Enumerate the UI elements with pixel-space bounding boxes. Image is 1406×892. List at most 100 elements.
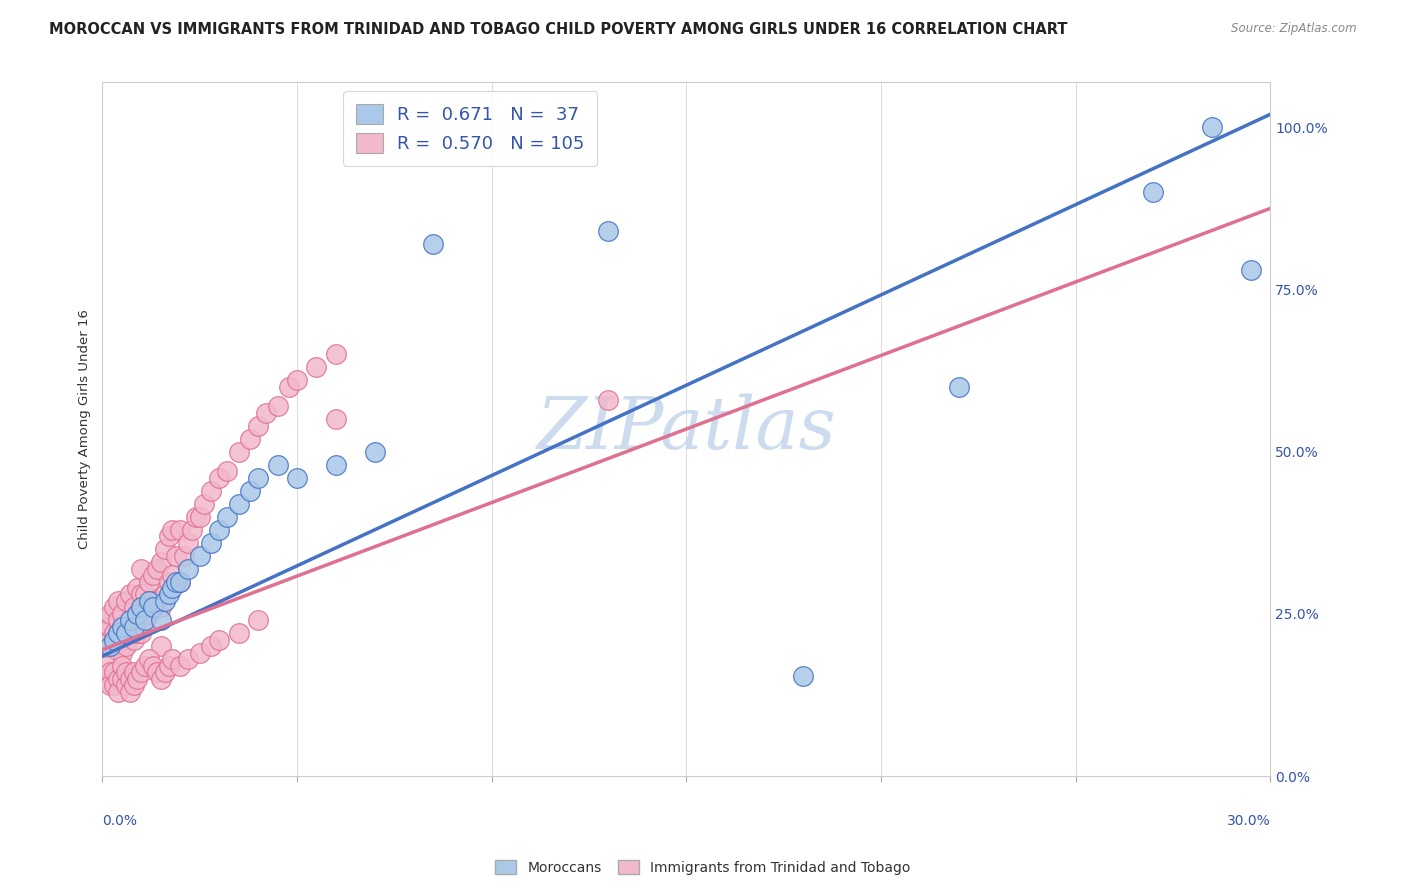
Point <box>107 626 129 640</box>
Point <box>111 632 134 647</box>
Point <box>948 380 970 394</box>
Point <box>122 665 145 680</box>
Point <box>138 607 160 621</box>
Point <box>138 652 160 666</box>
Point <box>107 594 129 608</box>
Point <box>96 614 118 628</box>
Point <box>103 640 125 654</box>
Point <box>122 620 145 634</box>
Point <box>165 549 187 563</box>
Point <box>278 380 301 394</box>
Legend: R =  0.671   N =  37, R =  0.570   N = 105: R = 0.671 N = 37, R = 0.570 N = 105 <box>343 91 598 166</box>
Point <box>127 607 149 621</box>
Point <box>228 626 250 640</box>
Point <box>142 600 165 615</box>
Point <box>188 549 211 563</box>
Point <box>149 600 172 615</box>
Point <box>142 600 165 615</box>
Point <box>325 412 347 426</box>
Point <box>114 678 136 692</box>
Point <box>1201 120 1223 135</box>
Point <box>153 594 176 608</box>
Point <box>162 523 184 537</box>
Point <box>122 632 145 647</box>
Text: Source: ZipAtlas.com: Source: ZipAtlas.com <box>1232 22 1357 36</box>
Point <box>153 542 176 557</box>
Point <box>247 418 270 433</box>
Point <box>305 360 328 375</box>
Point <box>149 555 172 569</box>
Point <box>134 614 156 628</box>
Point <box>169 574 191 589</box>
Point <box>149 614 172 628</box>
Point <box>169 574 191 589</box>
Point <box>103 632 125 647</box>
Point <box>247 614 270 628</box>
Point <box>228 444 250 458</box>
Point <box>254 406 277 420</box>
Point <box>96 672 118 686</box>
Point <box>146 561 169 575</box>
Point <box>96 626 118 640</box>
Point <box>1240 263 1263 277</box>
Point <box>215 464 238 478</box>
Point <box>266 400 288 414</box>
Point <box>598 392 620 407</box>
Point <box>165 574 187 589</box>
Point <box>247 471 270 485</box>
Point <box>169 523 191 537</box>
Point <box>325 347 347 361</box>
Point <box>153 665 176 680</box>
Point <box>188 509 211 524</box>
Point <box>134 587 156 601</box>
Point <box>131 587 153 601</box>
Text: ZIPatlas: ZIPatlas <box>537 393 837 465</box>
Point <box>131 600 153 615</box>
Point <box>157 587 180 601</box>
Point <box>111 607 134 621</box>
Point <box>1142 185 1164 199</box>
Point <box>157 529 180 543</box>
Point <box>103 600 125 615</box>
Point <box>325 458 347 472</box>
Point <box>111 658 134 673</box>
Point <box>285 373 308 387</box>
Point <box>157 574 180 589</box>
Point <box>118 587 141 601</box>
Point <box>142 658 165 673</box>
Point <box>142 568 165 582</box>
Point <box>208 471 231 485</box>
Point <box>98 665 121 680</box>
Point <box>177 652 200 666</box>
Point <box>208 632 231 647</box>
Point <box>266 458 288 472</box>
Point <box>239 483 262 498</box>
Point <box>127 626 149 640</box>
Point <box>98 678 121 692</box>
Point <box>162 652 184 666</box>
Point <box>598 224 620 238</box>
Point <box>127 607 149 621</box>
Text: 30.0%: 30.0% <box>1226 814 1270 829</box>
Point <box>200 535 222 549</box>
Point <box>98 640 121 654</box>
Point <box>200 483 222 498</box>
Point <box>114 626 136 640</box>
Point <box>111 672 134 686</box>
Point <box>122 678 145 692</box>
Point <box>134 658 156 673</box>
Point <box>114 665 136 680</box>
Point <box>96 640 118 654</box>
Point <box>114 594 136 608</box>
Point <box>131 561 153 575</box>
Point <box>107 685 129 699</box>
Point <box>103 626 125 640</box>
Point <box>200 640 222 654</box>
Point <box>111 620 134 634</box>
Point <box>118 614 141 628</box>
Point <box>131 607 153 621</box>
Point <box>157 658 180 673</box>
Point <box>146 665 169 680</box>
Point <box>127 672 149 686</box>
Point <box>364 444 387 458</box>
